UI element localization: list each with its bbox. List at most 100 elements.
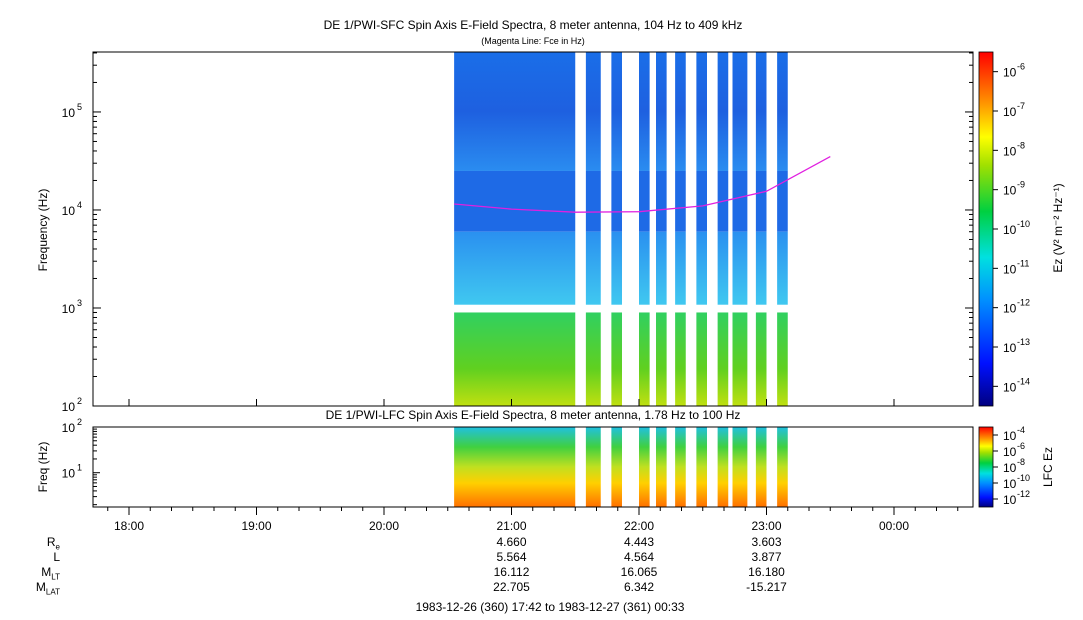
sfc-block-low	[656, 231, 667, 305]
sfc-block-high	[585, 52, 601, 171]
lfc-block	[454, 427, 576, 507]
x-tick-label: 23:00	[751, 519, 781, 533]
bottom-colorbar-label: LFC Ez	[1041, 447, 1055, 487]
colorbar-tick-exp: -6	[1017, 441, 1025, 451]
top-chart-title: DE 1/PWI-SFC Spin Axis E-Field Spectra, …	[323, 18, 743, 32]
top-colorbar-label: Ez (V² m⁻² Hz⁻¹)	[1051, 183, 1065, 272]
sfc-block-mid	[675, 170, 686, 232]
colorbar-tick-exp: -10	[1017, 473, 1030, 483]
ephemeris-value: 22.705	[493, 580, 530, 594]
sfc-block-mid	[696, 170, 707, 232]
sfc-block-vlf	[585, 312, 601, 406]
sfc-block-mid	[732, 170, 748, 232]
sfc-block-vlf	[755, 312, 767, 406]
bottom-y-tick-exp: 2	[77, 417, 82, 427]
ephemeris-value: 16.065	[620, 565, 658, 579]
ephemeris-value: 3.877	[751, 550, 782, 564]
x-tick-label: 18:00	[114, 519, 144, 533]
lfc-block	[675, 427, 686, 507]
colorbar-tick-base: 10	[1003, 144, 1017, 158]
bottom-spectrogram-blocks	[454, 427, 788, 507]
sfc-block-mid	[755, 170, 767, 232]
bottom-colorbar	[978, 426, 994, 508]
sfc-block-high	[732, 52, 748, 171]
top-ylabel: Frequency (Hz)	[36, 189, 50, 272]
sfc-block-low	[696, 231, 707, 305]
ephemeris-label: L	[53, 550, 60, 564]
top-spectrogram-blocks	[454, 52, 788, 406]
sfc-block-low	[454, 231, 576, 305]
lfc-block	[777, 427, 788, 507]
sfc-block-high	[755, 52, 767, 171]
sfc-block-mid	[585, 170, 601, 232]
colorbar-tick-exp: -8	[1017, 457, 1025, 467]
ephemeris-label: Re	[46, 535, 60, 552]
ephemeris-value: 4.660	[496, 535, 527, 549]
top-chart-subtitle: (Magenta Line: Fce in Hz)	[481, 36, 585, 46]
sfc-block-mid	[656, 170, 667, 232]
sfc-block-high	[675, 52, 686, 171]
colorbar-tick-exp: -9	[1017, 180, 1025, 190]
sfc-block-high	[777, 52, 788, 171]
colorbar-tick-base: 10	[1003, 184, 1017, 198]
lfc-block	[755, 427, 767, 507]
sfc-block-high	[696, 52, 707, 171]
bottom-y-tick-base: 10	[62, 421, 76, 435]
x-tick-label: 00:00	[879, 519, 909, 533]
top-plot-frame	[92, 51, 974, 407]
top-y-tick-exp: 2	[77, 396, 82, 406]
time-range-footer: 1983-12-26 (360) 17:42 to 1983-12-27 (36…	[415, 600, 685, 614]
sfc-block-vlf	[732, 312, 748, 406]
colorbar-tick-exp: -12	[1017, 489, 1030, 499]
sfc-block-high	[717, 52, 729, 171]
colorbar-tick-base: 10	[1003, 380, 1017, 394]
sfc-block-low	[755, 231, 767, 305]
sfc-block-vlf	[696, 312, 707, 406]
bottom-y-tick-exp: 1	[77, 463, 82, 473]
colorbar-tick-base: 10	[1003, 477, 1017, 491]
ephemeris-value: -15.217	[746, 580, 787, 594]
sfc-block-high	[656, 52, 667, 171]
x-tick-label: 20:00	[369, 519, 399, 533]
colorbar-tick-base: 10	[1003, 262, 1017, 276]
sfc-block-vlf	[656, 312, 667, 406]
sfc-block-mid	[454, 170, 576, 232]
sfc-block-high	[639, 52, 650, 171]
lfc-block	[611, 427, 622, 507]
sfc-block-low	[639, 231, 650, 305]
sfc-block-vlf	[639, 312, 650, 406]
lfc-block	[732, 427, 748, 507]
sfc-block-low	[732, 231, 748, 305]
x-tick-label: 19:00	[241, 519, 271, 533]
sfc-block-low	[717, 231, 729, 305]
bottom-ylabel: Freq (Hz)	[36, 442, 50, 493]
colorbar-tick-base: 10	[1003, 66, 1017, 80]
colorbar-tick-exp: -13	[1017, 337, 1030, 347]
sfc-block-mid	[777, 170, 788, 232]
sfc-block-vlf	[454, 312, 576, 406]
top-colorbar	[978, 51, 994, 407]
top-y-tick-base: 10	[62, 106, 76, 120]
sfc-block-mid	[611, 170, 622, 232]
x-tick-label: 22:00	[624, 519, 654, 533]
ephemeris-value: 16.180	[748, 565, 785, 579]
lfc-block	[717, 427, 729, 507]
sfc-block-vlf	[675, 312, 686, 406]
ephemeris-value: 4.564	[623, 550, 655, 564]
lfc-block	[696, 427, 707, 507]
ephemeris-value: 16.112	[493, 565, 530, 579]
sfc-block-low	[777, 231, 788, 305]
colorbar-tick-base: 10	[1003, 445, 1017, 459]
top-y-tick-base: 10	[62, 204, 76, 218]
colorbar-tick-base: 10	[1003, 493, 1017, 507]
sfc-block-high	[454, 52, 576, 171]
colorbar-tick-base: 10	[1003, 429, 1017, 443]
ephemeris-value: 3.603	[751, 535, 782, 549]
time-axis: 18:00 19:00 20:00 21:00 22:00 23:00 00:00	[107, 399, 959, 533]
top-y-tick-exp: 5	[77, 102, 82, 112]
colorbar-tick-exp: -8	[1017, 140, 1025, 150]
